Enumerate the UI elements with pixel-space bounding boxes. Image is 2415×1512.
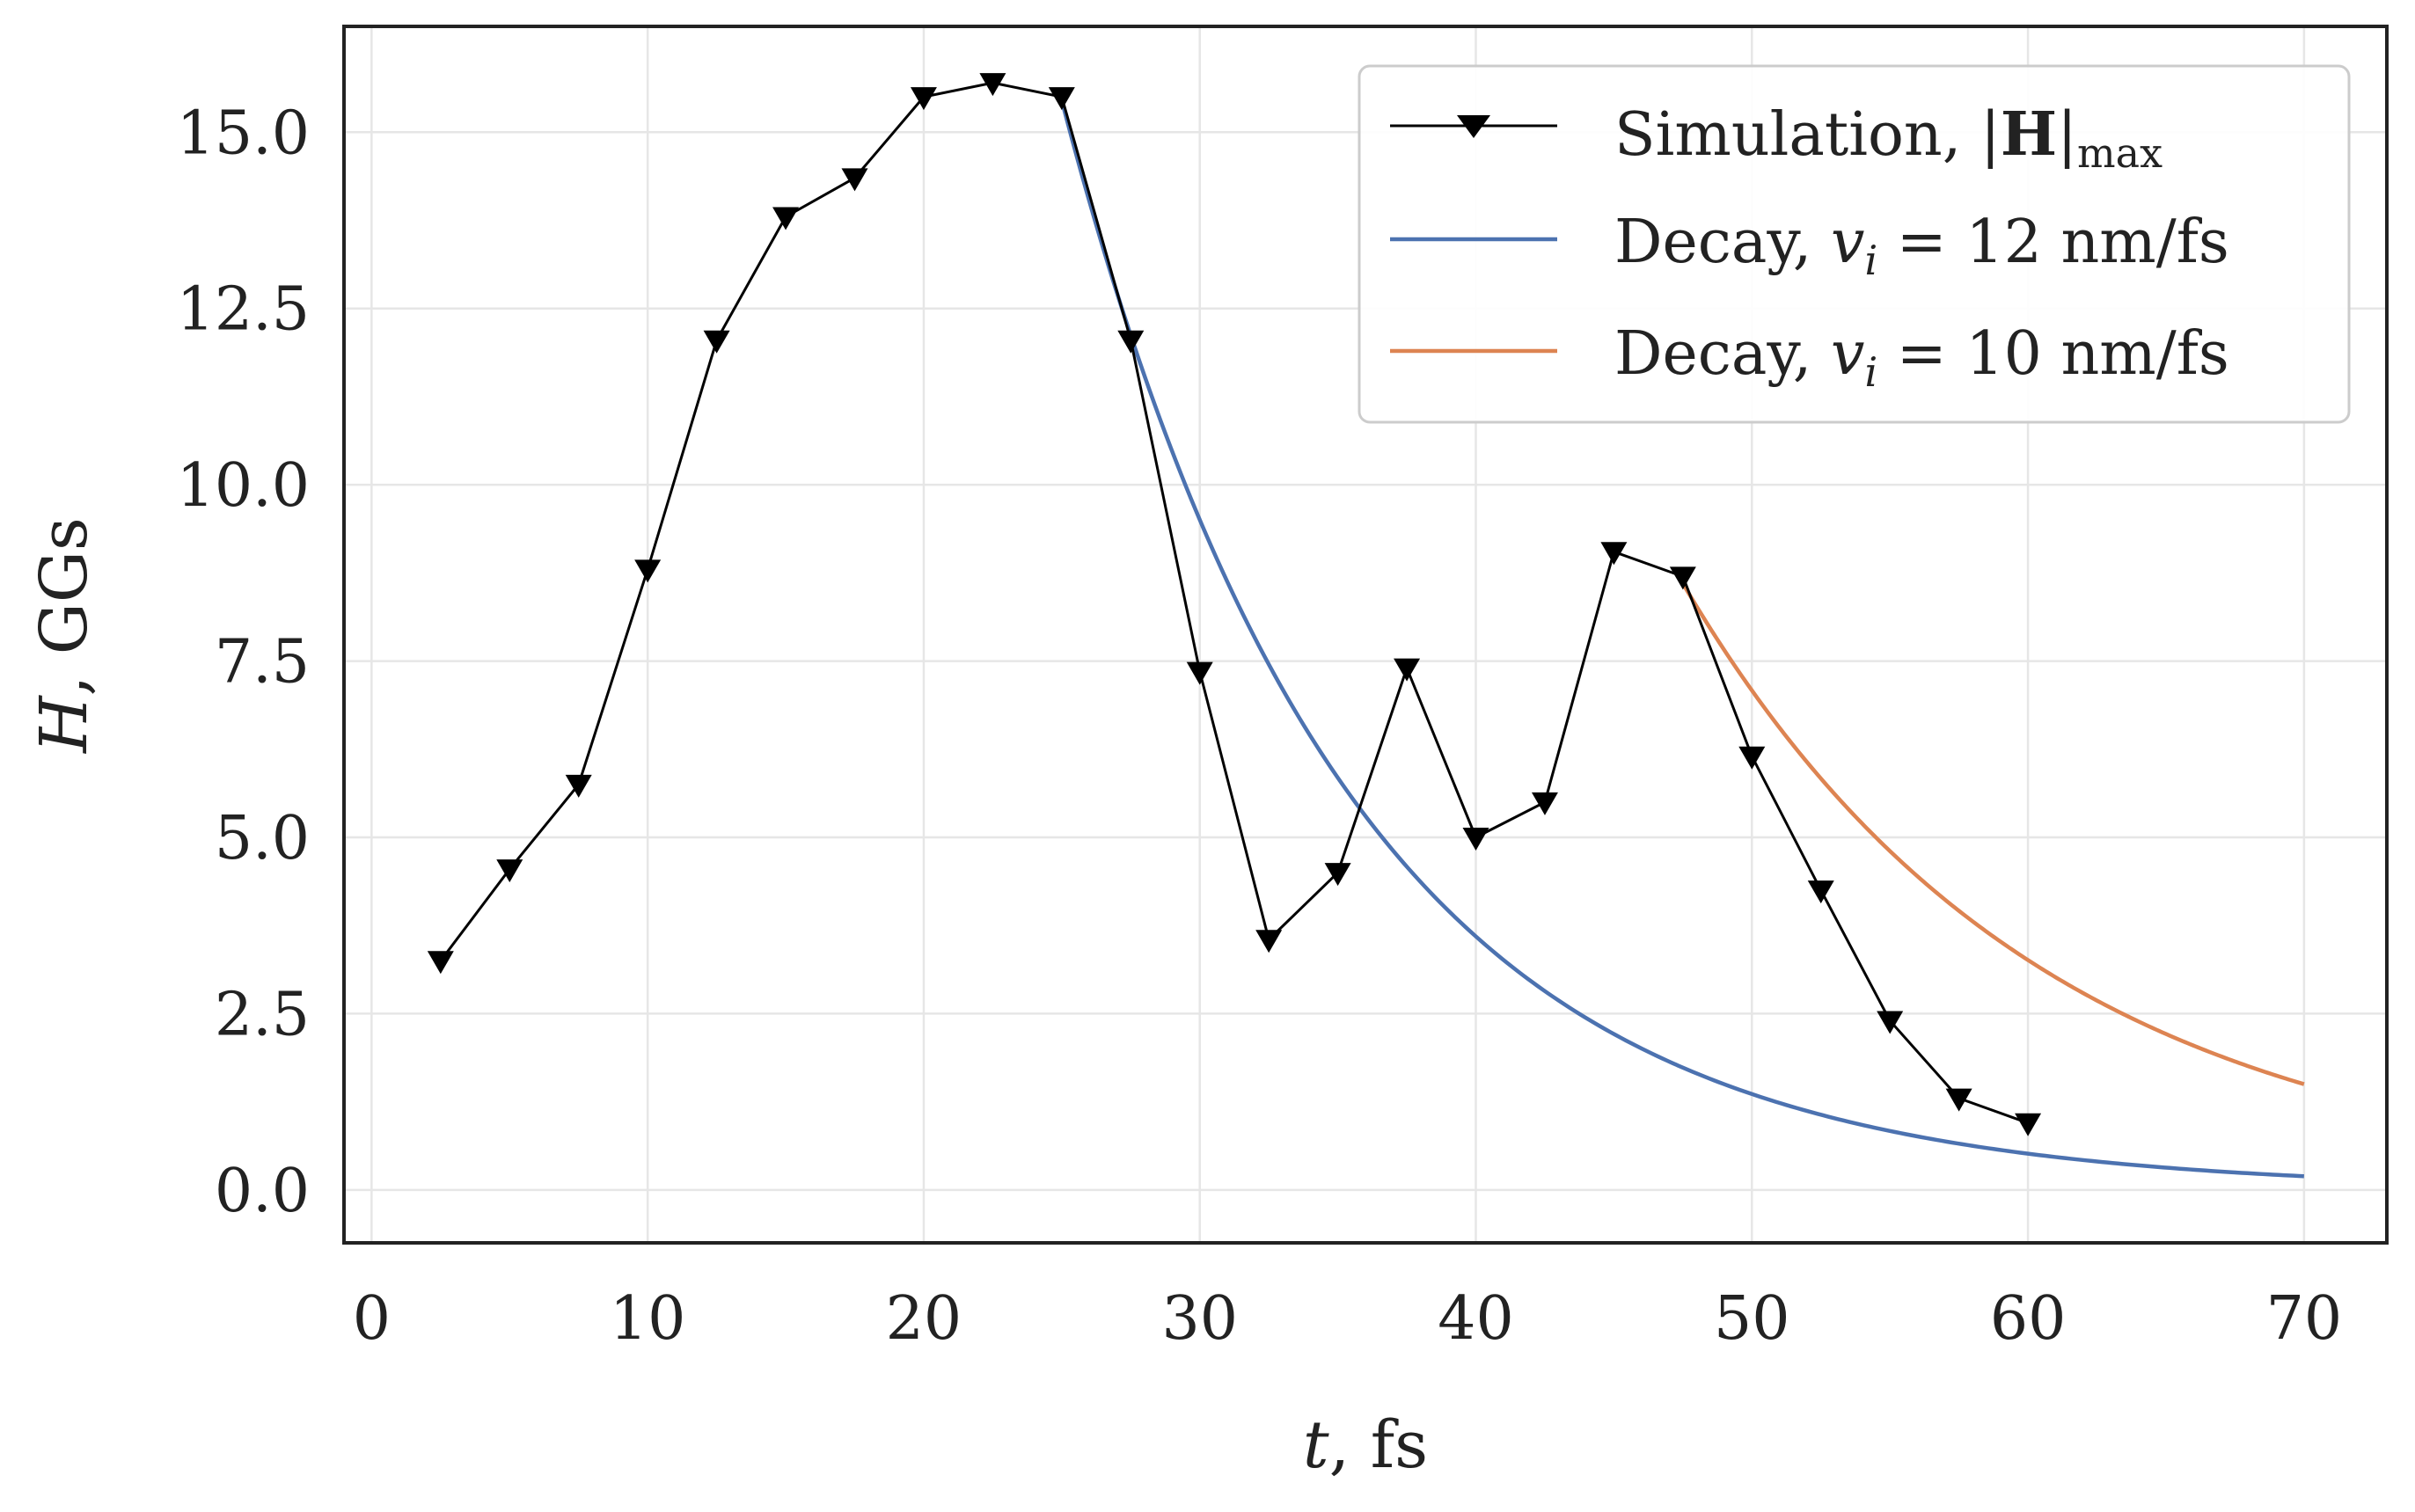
simulation-point bbox=[841, 168, 868, 192]
x-tick-label: 70 bbox=[2266, 1284, 2343, 1354]
simulation-point bbox=[1048, 87, 1075, 111]
simulation-point bbox=[1807, 880, 1834, 904]
simulation-point bbox=[772, 207, 800, 230]
simulation-series-line bbox=[439, 81, 2029, 1125]
x-tick-label: 40 bbox=[1438, 1284, 1514, 1354]
x-tick-label: 50 bbox=[1714, 1284, 1790, 1354]
legend-label-simulation: Simulation, |H|max bbox=[1614, 99, 2163, 177]
x-tick-label: 10 bbox=[610, 1284, 686, 1354]
simulation-point bbox=[1738, 746, 1766, 770]
simulation-point bbox=[496, 859, 523, 883]
simulation-point bbox=[1877, 1011, 1904, 1034]
x-tick-label: 0 bbox=[353, 1284, 391, 1354]
simulation-point bbox=[1462, 828, 1489, 851]
legend-entry-simulation: Simulation, |H|max bbox=[1390, 99, 2163, 177]
simulation-point bbox=[1531, 792, 1558, 815]
y-axis-label: H, GGs bbox=[26, 517, 102, 755]
legend-marker-simulation bbox=[1457, 115, 1490, 138]
simulation-point bbox=[1324, 863, 1351, 887]
x-tick-label: 20 bbox=[886, 1284, 962, 1354]
decay-10-series-line bbox=[1680, 582, 2305, 1086]
simulation-point bbox=[1117, 330, 1145, 354]
y-tick-label: 0.0 bbox=[215, 1157, 310, 1226]
y-tick-label: 5.0 bbox=[215, 804, 310, 873]
series-layer bbox=[427, 73, 2305, 1179]
simulation-point bbox=[2015, 1113, 2042, 1136]
legend: Simulation, |H|max Decay, vi = 12 nm/fs … bbox=[1358, 64, 2351, 424]
decay-12-series-line bbox=[1059, 99, 2304, 1179]
simulation-point bbox=[1669, 566, 1696, 590]
simulation-point bbox=[427, 951, 454, 975]
simulation-point bbox=[1394, 658, 1421, 682]
plot-frame bbox=[342, 25, 2389, 1245]
simulation-point bbox=[910, 87, 937, 111]
x-tick-label: 30 bbox=[1161, 1284, 1238, 1354]
ticks: 0 10 20 30 40 50 60 70 0.0 2.5 5.0 7.5 10.0 12.5 15.0 bbox=[177, 99, 2343, 1354]
y-tick-label: 2.5 bbox=[215, 980, 310, 1049]
simulation-point bbox=[1945, 1088, 1972, 1112]
y-tick-label: 7.5 bbox=[215, 628, 310, 698]
simulation-point bbox=[1186, 661, 1213, 685]
y-tick-label: 15.0 bbox=[177, 99, 310, 168]
simulation-point bbox=[565, 774, 592, 798]
simulation-point bbox=[1255, 930, 1283, 953]
y-tick-label: 12.5 bbox=[177, 275, 310, 345]
y-tick-label: 10.0 bbox=[177, 451, 310, 521]
legend-entry-decay-12: Decay, vi = 12 nm/fs bbox=[1390, 208, 2229, 284]
x-tick-label: 60 bbox=[1990, 1284, 2067, 1354]
simulation-point bbox=[634, 559, 662, 583]
simulation-point bbox=[979, 73, 1006, 97]
simulation-point bbox=[703, 330, 730, 354]
legend-label-decay-12: Decay, vi = 12 nm/fs bbox=[1614, 208, 2229, 284]
x-axis-label: t, fs bbox=[1303, 1407, 1428, 1483]
legend-label-decay-10: Decay, vi = 10 nm/fs bbox=[1614, 319, 2229, 396]
legend-box bbox=[1358, 64, 2351, 424]
simulation-point bbox=[1600, 542, 1628, 566]
legend-entry-decay-10: Decay, vi = 10 nm/fs bbox=[1390, 319, 2229, 396]
